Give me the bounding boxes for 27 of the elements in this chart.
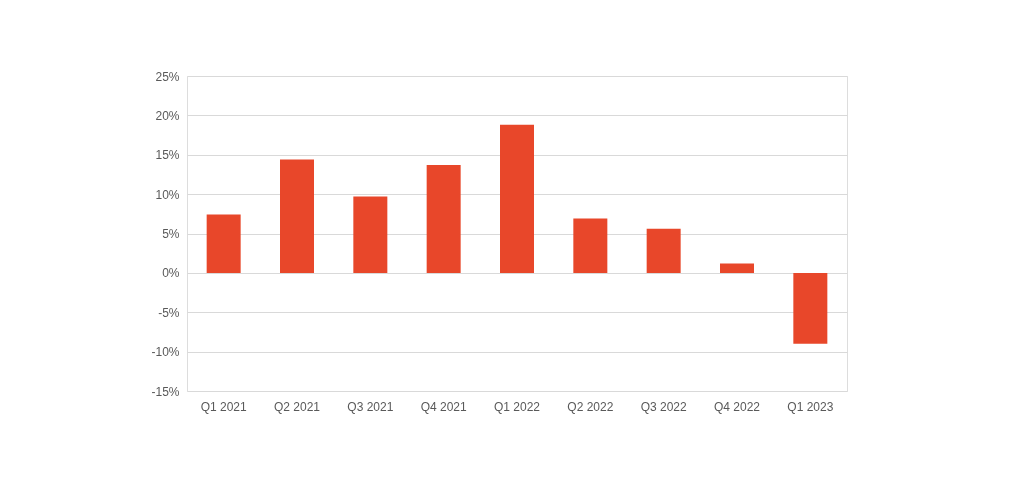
bar: [500, 124, 534, 273]
y-tick-label: 20%: [155, 108, 180, 123]
x-tick-label: Q1 2021: [200, 399, 248, 414]
x-tick-label: Q3 2022: [640, 399, 688, 414]
y-tick-label: -5%: [158, 305, 180, 320]
x-tick-label: Q2 2022: [567, 399, 614, 414]
bar: [573, 218, 608, 273]
x-tick-label: Q4 2022: [713, 399, 761, 414]
y-tick-label: 15%: [155, 148, 180, 163]
bar: [646, 228, 681, 273]
bar: [793, 272, 828, 344]
y-tick-label: 0%: [162, 266, 180, 281]
x-tick-label: Q3 2021: [347, 399, 394, 414]
x-tick-label: Q2 2021: [273, 399, 321, 414]
y-tick-label: -15%: [151, 384, 180, 399]
bar: [720, 263, 754, 273]
bar: [426, 164, 461, 273]
y-tick-label: -10%: [151, 345, 180, 360]
bar: [353, 196, 388, 273]
x-tick-label: Q4 2021: [420, 399, 468, 414]
bar: [280, 159, 314, 273]
x-tick-label: Q1 2022: [493, 399, 541, 414]
x-tick-label: Q1 2023: [787, 399, 834, 414]
y-tick-label: 10%: [155, 187, 180, 202]
y-tick-label: 5%: [162, 227, 180, 241]
bar: [206, 214, 241, 273]
y-tick-label: 25%: [155, 69, 180, 84]
